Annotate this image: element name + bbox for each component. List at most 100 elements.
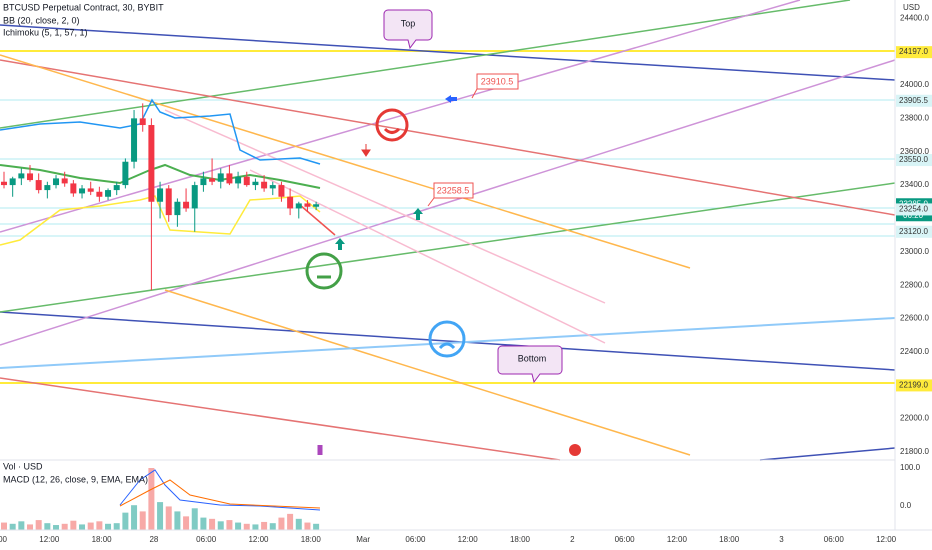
volume-bar — [1, 522, 7, 530]
volume-bar — [252, 524, 259, 530]
time-tick: 12:00 — [876, 535, 897, 544]
volume-bar — [174, 511, 181, 530]
price-tag-label: 24197.0 — [899, 47, 928, 56]
candle-body — [18, 173, 25, 179]
price-tag-label: 23905.5 — [899, 96, 928, 105]
price-tick: 23400.0 — [900, 180, 929, 189]
volume-bar — [61, 523, 68, 530]
candle-body — [243, 176, 250, 186]
candle-body — [209, 178, 216, 182]
candle-body — [105, 190, 112, 197]
volume-bar — [287, 513, 294, 530]
candle-body — [44, 185, 51, 191]
price-tag-label: 22199.0 — [899, 381, 928, 390]
volume-bar — [243, 523, 250, 530]
candle-body — [183, 201, 190, 209]
volume-bar — [157, 502, 164, 530]
candle-body — [53, 178, 60, 186]
volume-bar — [235, 522, 242, 530]
price-tick: 22600.0 — [900, 314, 929, 323]
volume-bar — [278, 517, 285, 530]
candle-body — [226, 173, 233, 184]
time-tick: 12:00 — [39, 535, 60, 544]
volume-bar — [304, 522, 311, 530]
price-tag — [896, 154, 932, 167]
volume-bar — [53, 525, 60, 530]
price-tick: 23600.0 — [900, 147, 929, 156]
time-tick: 06:00 — [405, 535, 426, 544]
note-low: 23258.5 — [437, 185, 470, 195]
candle-body — [313, 204, 320, 207]
volume-bar — [209, 518, 216, 530]
price-tick: 22000.0 — [900, 414, 929, 423]
price-axis-bg — [895, 0, 932, 530]
time-tick: 06:00 — [196, 535, 217, 544]
volume-bar — [113, 523, 120, 530]
volume-bar — [96, 521, 103, 530]
price-tick: 24400.0 — [900, 13, 929, 22]
volume-bar — [226, 520, 233, 530]
drawings — [0, 0, 896, 461]
price-tick: 22800.0 — [900, 280, 929, 289]
price-tick: 22400.0 — [900, 347, 929, 356]
time-tick: 2 — [570, 535, 575, 544]
candle-body — [122, 161, 129, 186]
callout-top: Top — [401, 18, 416, 28]
time-tick: 12:00 — [667, 535, 688, 544]
candles — [1, 103, 320, 291]
volume-bar — [200, 517, 207, 530]
pane-tick: 100.0 — [900, 463, 921, 472]
time-tick: 18:00 — [719, 535, 740, 544]
volume-bar — [87, 522, 94, 530]
macd-line — [119, 469, 321, 511]
price-tick: 21800.0 — [900, 447, 929, 456]
volume-bar — [165, 506, 172, 530]
candle-body — [261, 181, 268, 189]
price-tag-label: 23550.0 — [899, 155, 928, 164]
candle-body — [287, 196, 294, 209]
candle-body — [131, 118, 138, 162]
candle-body — [35, 180, 42, 191]
price-tick: 23000.0 — [900, 247, 929, 256]
candle-body — [1, 181, 7, 186]
time-tick: 28 — [149, 535, 158, 544]
volume-bar — [217, 521, 224, 530]
volume-bar — [18, 521, 25, 530]
event-flag — [569, 444, 581, 456]
candle-body — [304, 203, 311, 207]
volume-bar — [148, 468, 155, 530]
candle-body — [9, 178, 16, 186]
candle-body — [191, 185, 198, 209]
price-tag-label: 23120.0 — [899, 227, 928, 236]
volume-bar — [191, 508, 198, 530]
candle-body — [139, 118, 146, 126]
candle-body — [157, 188, 164, 202]
price-tag — [896, 46, 932, 59]
time-tick: 18:00 — [92, 535, 113, 544]
price-tick: 23800.0 — [900, 113, 929, 122]
candle-body — [148, 125, 155, 202]
volume-bar — [44, 523, 51, 530]
price-tag — [896, 203, 932, 216]
volume-bar — [70, 520, 77, 530]
signal-line — [119, 479, 321, 509]
candle-body — [96, 191, 103, 197]
volume-bar — [313, 523, 320, 530]
countdown-bg — [896, 210, 932, 222]
volume-bar — [79, 524, 86, 530]
price-tag — [896, 379, 932, 392]
candle-body — [113, 185, 120, 191]
candle-body — [165, 188, 172, 216]
emojis — [305, 95, 466, 358]
volume-bar — [122, 512, 129, 530]
candle-body — [61, 178, 68, 184]
time-tick: 3 — [779, 535, 784, 544]
indicator-label: BB (20, close, 2, 0) — [3, 15, 80, 25]
volume-bar — [131, 505, 138, 530]
candle-body — [269, 185, 276, 189]
volume-bar — [139, 511, 146, 530]
candle-body — [79, 188, 86, 194]
candle-body — [27, 173, 34, 181]
time-tick: Mar — [356, 535, 370, 544]
volume-bar — [35, 520, 42, 530]
